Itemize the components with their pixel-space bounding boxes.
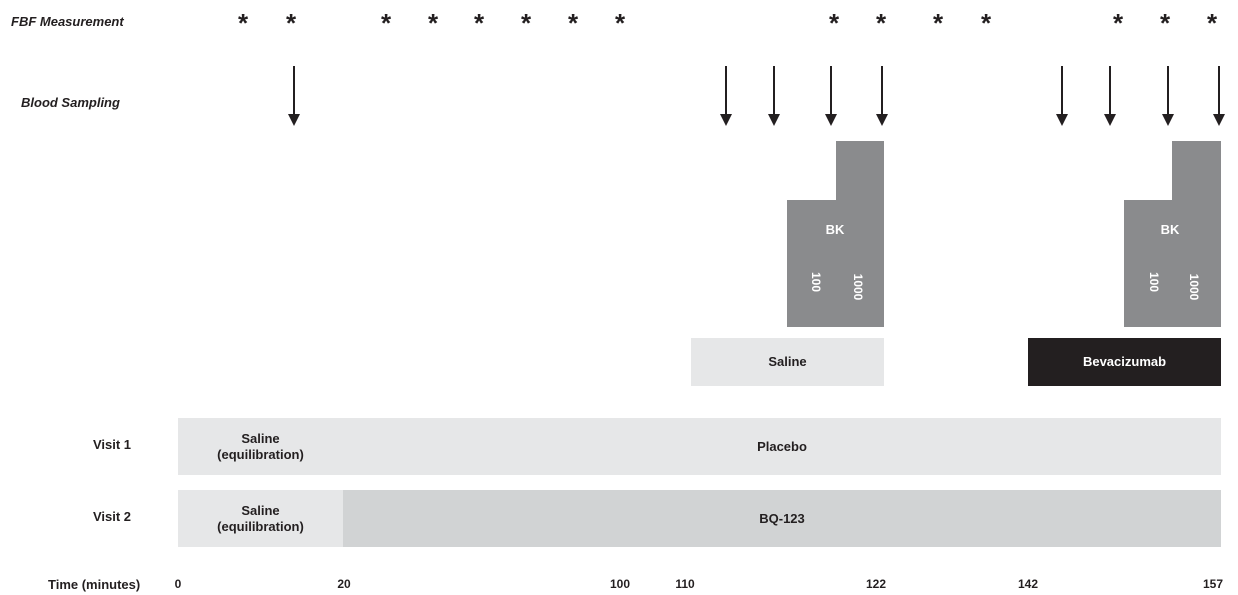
fbf-star: * [473,8,485,38]
visit1-equilibration: Saline (equilibration) [217,430,304,462]
time-tick-0: 0 [174,577,182,591]
saline-infusion-label: Saline [768,354,807,369]
saline-infusion-box: Saline [691,338,884,386]
fbf-star: * [828,8,840,38]
visit1-placebo: Placebo [757,438,807,454]
blood-sample-arrow [1162,66,1174,126]
fbf-star: * [875,8,887,38]
time-tick-20: 20 [337,577,351,591]
bk-step-high [836,141,884,327]
bk-label: BK [825,222,845,237]
fbf-star: * [1159,8,1171,38]
bk-dose-1000: 1000 [851,273,865,301]
bk-step-low [787,200,836,327]
fbf-star: * [980,8,992,38]
bk-dose-1000: 1000 [1187,273,1201,301]
blood-sampling-label: Blood Sampling [21,95,120,110]
time-axis-label: Time (minutes) [48,577,141,592]
bevacizumab-infusion-label: Bevacizumab [1082,354,1167,369]
bk-step-low [1124,200,1172,327]
visit1-label: Visit 1 [92,437,132,452]
blood-sample-arrow [1056,66,1068,126]
fbf-star: * [237,8,249,38]
fbf-star: * [1112,8,1124,38]
bk-dose-100: 100 [809,271,823,293]
bk-dose-100: 100 [1147,271,1161,293]
visit2-equilibration: Saline (equilibration) [178,490,343,547]
fbf-star: * [1206,8,1218,38]
fbf-star: * [614,8,626,38]
bevacizumab-infusion-box: Bevacizumab [1028,338,1221,386]
fbf-star: * [932,8,944,38]
bk-step-high [1172,141,1221,327]
time-tick-100: 100 [609,577,631,591]
time-tick-157: 157 [1202,577,1224,591]
bk-label: BK [1160,222,1180,237]
blood-sample-arrow [288,66,300,126]
visit2-label: Visit 2 [92,509,132,524]
blood-sample-arrow [768,66,780,126]
visit2-bq123: BQ-123 [343,490,1221,547]
fbf-star: * [520,8,532,38]
blood-sample-arrow [825,66,837,126]
blood-sample-arrow [720,66,732,126]
fbf-star: * [427,8,439,38]
fbf-measurement-label: FBF Measurement [11,14,124,29]
fbf-star: * [285,8,297,38]
time-tick-142: 142 [1017,577,1039,591]
time-tick-110: 110 [675,577,695,591]
blood-sample-arrow [1213,66,1225,126]
blood-sample-arrow [876,66,888,126]
time-tick-122: 122 [865,577,887,591]
blood-sample-arrow [1104,66,1116,126]
fbf-star: * [380,8,392,38]
visit1-timeline-bar [178,418,1221,475]
fbf-star: * [567,8,579,38]
